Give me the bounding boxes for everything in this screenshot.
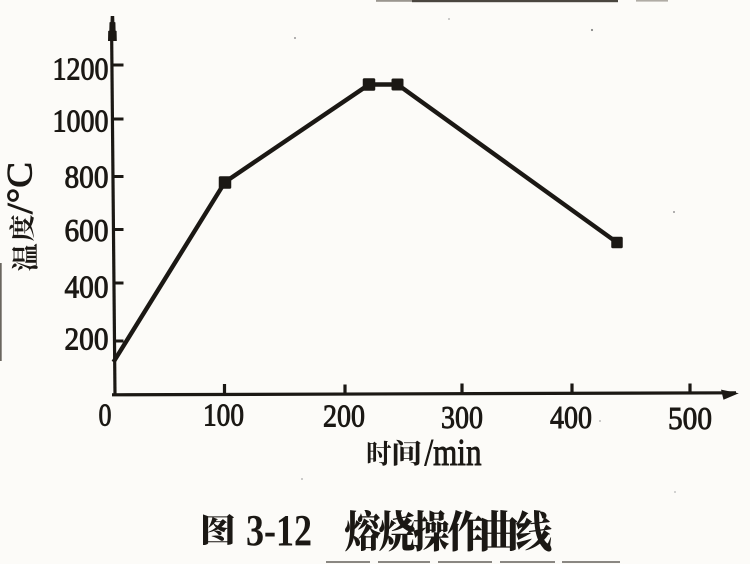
svg-text:1200: 1200 [53, 51, 109, 87]
svg-text:200: 200 [65, 321, 109, 357]
svg-text:800: 800 [65, 159, 109, 195]
svg-text:3-12: 3-12 [246, 506, 312, 555]
svg-text:100: 100 [203, 397, 244, 433]
svg-text:300: 300 [441, 399, 483, 435]
svg-text:400: 400 [550, 399, 592, 435]
svg-text:0: 0 [99, 397, 112, 433]
svg-text:400: 400 [65, 269, 109, 305]
svg-text:600: 600 [65, 212, 109, 248]
svg-text:200: 200 [323, 398, 365, 434]
svg-text:/°C: /°C [0, 162, 40, 214]
svg-text:/min: /min [425, 432, 482, 474]
svg-text:1000: 1000 [53, 103, 109, 139]
svg-text:500: 500 [668, 400, 712, 436]
